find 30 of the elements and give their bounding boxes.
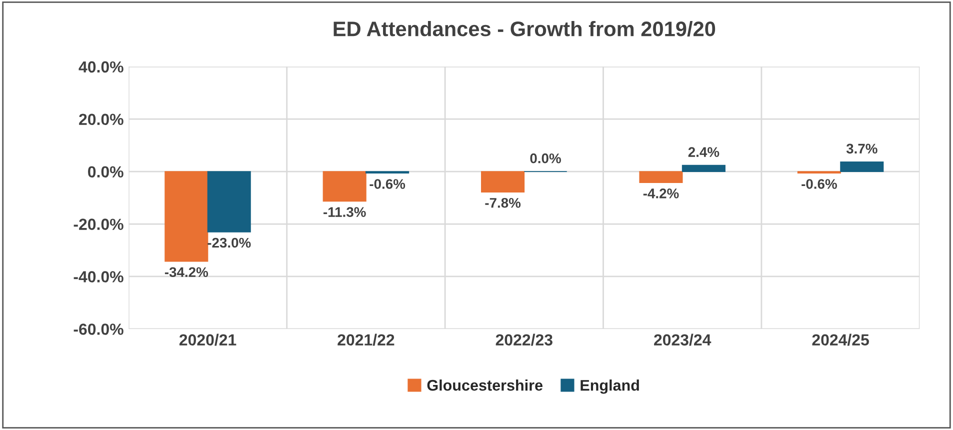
y-tick-label: -20.0% bbox=[74, 218, 124, 230]
bar bbox=[639, 171, 683, 184]
bar bbox=[682, 164, 726, 172]
y-tick-label: 0.0% bbox=[88, 166, 124, 178]
data-label: 2.4% bbox=[688, 147, 720, 157]
data-label: -7.8% bbox=[485, 198, 521, 208]
bar bbox=[481, 171, 525, 192]
data-label: 0.0% bbox=[530, 153, 561, 164]
data-label: -11.3% bbox=[324, 207, 366, 217]
x-tick-label: 2024/25 bbox=[812, 334, 869, 346]
legend-label: England bbox=[580, 380, 639, 394]
x-tick-label: 2021/22 bbox=[338, 334, 394, 346]
x-tick-label: 2022/23 bbox=[496, 334, 552, 346]
data-label: 3.7% bbox=[846, 144, 878, 154]
bar bbox=[840, 161, 884, 172]
bar bbox=[322, 171, 366, 202]
data-label: -34.2% bbox=[164, 267, 208, 278]
bar bbox=[164, 171, 208, 262]
data-label: -0.6% bbox=[802, 179, 837, 189]
y-tick-label: -60.0% bbox=[74, 324, 124, 335]
data-label: -4.2% bbox=[643, 188, 679, 198]
y-tick-label: -40.0% bbox=[74, 271, 124, 282]
legend-label: Gloucestershire bbox=[427, 380, 542, 391]
y-tick-label: 20.0% bbox=[79, 114, 124, 126]
y-tick-label: 40.0% bbox=[78, 61, 124, 73]
x-tick-label: 2023/24 bbox=[654, 334, 712, 346]
bar bbox=[207, 171, 251, 232]
x-tick-label: 2020/21 bbox=[179, 334, 236, 346]
data-label: -0.6% bbox=[370, 179, 406, 189]
chart-title: ED Attendances - Growth from 2019/20 bbox=[334, 20, 716, 37]
